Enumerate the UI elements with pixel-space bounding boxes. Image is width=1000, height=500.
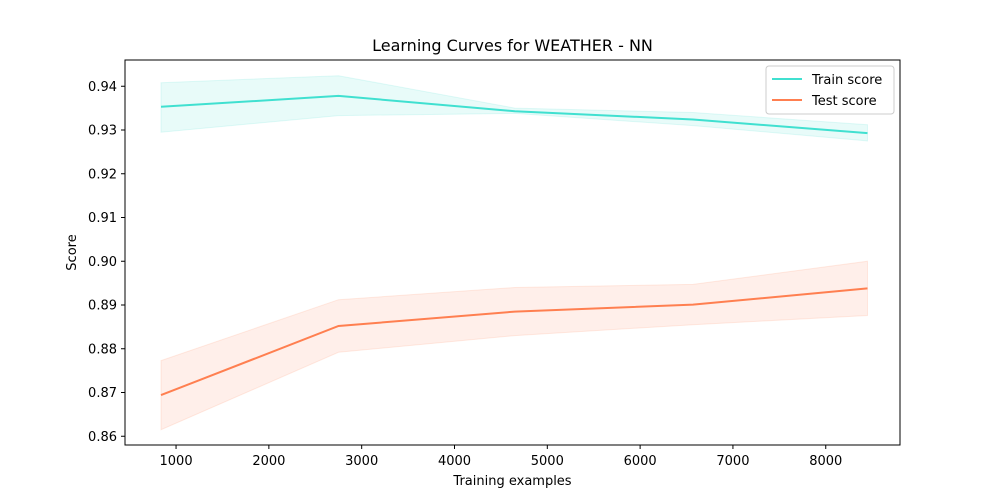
y-tick-label: 0.89	[88, 299, 117, 314]
legend-label-test: Test score	[811, 94, 877, 109]
series-lines	[160, 94, 868, 397]
test-score-band	[160, 260, 868, 431]
legend: Train score Test score	[765, 65, 895, 115]
y-tick-label: 0.86	[88, 430, 117, 445]
x-tick-label: 5000	[531, 454, 564, 469]
confidence-bands	[160, 75, 868, 431]
y-tick-label: 0.92	[88, 167, 117, 182]
x-tick-label: 2000	[252, 454, 285, 469]
y-tick-label: 0.88	[88, 342, 117, 357]
y-tick-label: 0.94	[88, 80, 117, 95]
test-score-line	[160, 287, 868, 397]
y-axis-title: Score	[65, 234, 80, 270]
x-tick-label: 4000	[438, 454, 471, 469]
legend-label-train: Train score	[811, 73, 882, 88]
x-axis-ticks: 1000 2000 3000 4000 5000 6000 7000 8000	[160, 445, 842, 469]
plot-frame	[124, 59, 901, 446]
y-tick-label: 0.87	[88, 386, 117, 401]
train-score-band	[160, 75, 868, 142]
x-tick-label: 6000	[624, 454, 657, 469]
y-tick-label: 0.90	[88, 255, 117, 270]
x-tick-label: 1000	[160, 454, 193, 469]
x-axis-title: Training examples	[452, 474, 571, 489]
y-tick-label: 0.91	[88, 211, 117, 226]
x-tick-label: 7000	[716, 454, 749, 469]
train-score-line	[160, 94, 868, 135]
y-tick-label: 0.93	[88, 124, 117, 139]
y-axis-ticks: 0.86 0.87 0.88 0.89 0.90 0.91 0.92 0.93 0.94	[88, 80, 125, 445]
chart-title: Learning Curves for WEATHER - NN	[372, 36, 653, 55]
x-tick-label: 8000	[809, 454, 842, 469]
x-tick-label: 3000	[345, 454, 378, 469]
